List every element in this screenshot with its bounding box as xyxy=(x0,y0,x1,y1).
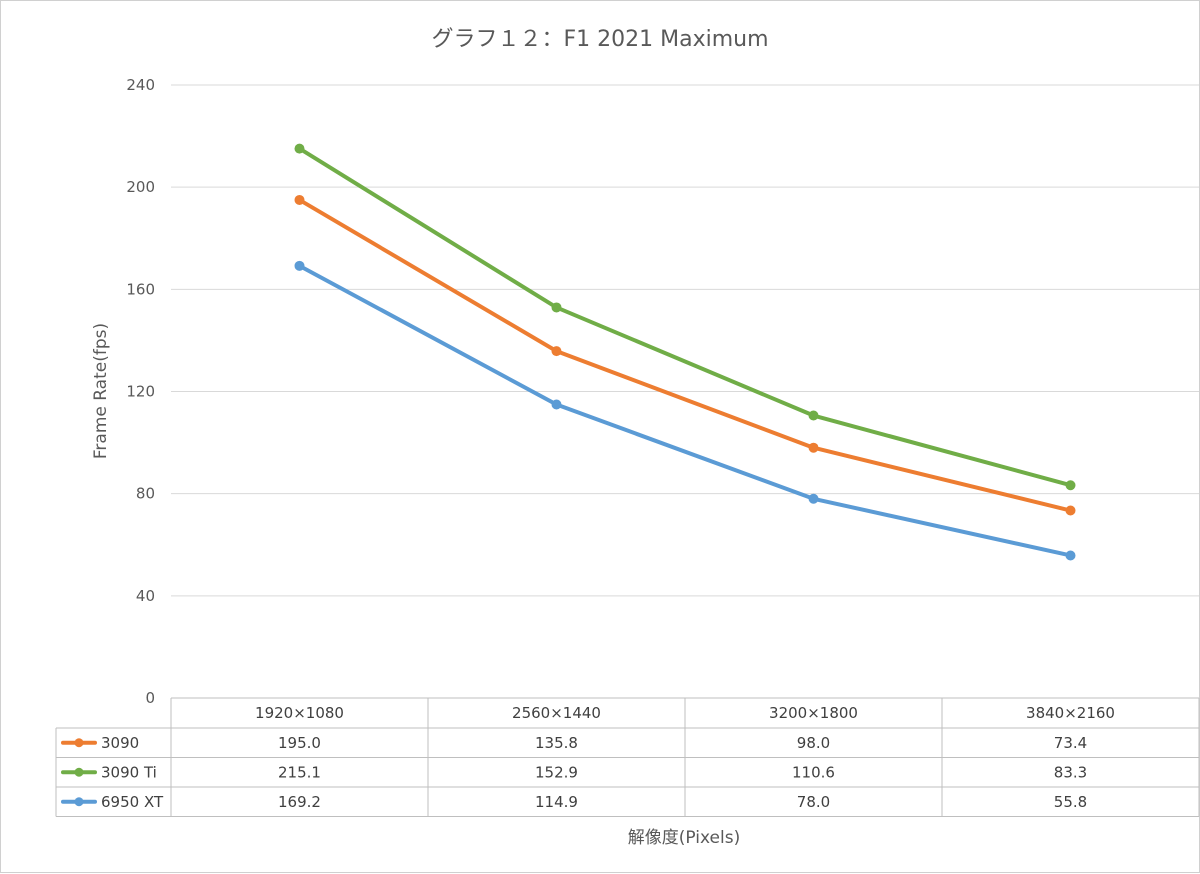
x-category-label: 2560×1440 xyxy=(512,704,601,722)
table-value: 195.0 xyxy=(278,734,321,752)
table-value: 73.4 xyxy=(1054,734,1087,752)
table-value: 98.0 xyxy=(797,734,830,752)
table-value: 83.3 xyxy=(1054,763,1087,781)
y-tick-label: 80 xyxy=(136,485,155,503)
y-tick-label: 160 xyxy=(126,280,155,298)
data-point xyxy=(294,143,305,154)
y-axis-label: Frame Rate(fps) xyxy=(91,323,111,459)
data-point xyxy=(1065,505,1076,516)
legend-label: 6950 XT xyxy=(101,793,164,811)
legend-label: 3090 Ti xyxy=(101,763,157,781)
grid-lines xyxy=(171,84,1199,597)
legend-marker xyxy=(74,797,84,807)
x-category-label: 3840×2160 xyxy=(1026,704,1115,722)
data-point xyxy=(808,410,819,421)
x-category-label: 3200×1800 xyxy=(769,704,858,722)
chart-title: グラフ１２：F1 2021 Maximum xyxy=(431,27,768,52)
data-point xyxy=(808,442,819,453)
x-axis-label: 解像度(Pixels) xyxy=(628,828,740,848)
data-point xyxy=(294,260,305,271)
table-value: 110.6 xyxy=(792,763,835,781)
y-tick-label: 40 xyxy=(136,587,155,605)
data-point xyxy=(1065,550,1076,561)
table-value: 78.0 xyxy=(797,793,830,811)
series-line xyxy=(297,146,1073,488)
table-value: 215.1 xyxy=(278,763,321,781)
data-point xyxy=(294,194,305,205)
y-tick-label: 200 xyxy=(126,178,155,196)
data-table: 1920×1080 2560×1440 3200×1800 3840×2160 3090… xyxy=(55,697,1200,817)
table-value: 114.9 xyxy=(535,793,578,811)
table-value: 135.8 xyxy=(535,734,578,752)
series-lines xyxy=(294,143,1076,561)
data-point xyxy=(551,399,562,410)
series-line xyxy=(297,197,1073,513)
legend-marker xyxy=(74,738,84,748)
table-value: 152.9 xyxy=(535,763,578,781)
table-value: 55.8 xyxy=(1054,793,1087,811)
y-tick-label: 120 xyxy=(126,383,155,401)
series-line xyxy=(297,263,1073,558)
data-point xyxy=(551,346,562,357)
y-tick-label: 0 xyxy=(145,689,155,707)
data-point xyxy=(551,302,562,313)
data-point xyxy=(1065,480,1076,491)
legend-label: 3090 xyxy=(101,734,139,752)
data-point xyxy=(808,493,819,504)
y-axis-ticks: 0 40 80 120 160 200 240 xyxy=(126,76,155,707)
y-tick-label: 240 xyxy=(126,76,155,94)
legend-marker xyxy=(74,767,84,777)
table-value: 169.2 xyxy=(278,793,321,811)
x-category-label: 1920×1080 xyxy=(255,704,344,722)
